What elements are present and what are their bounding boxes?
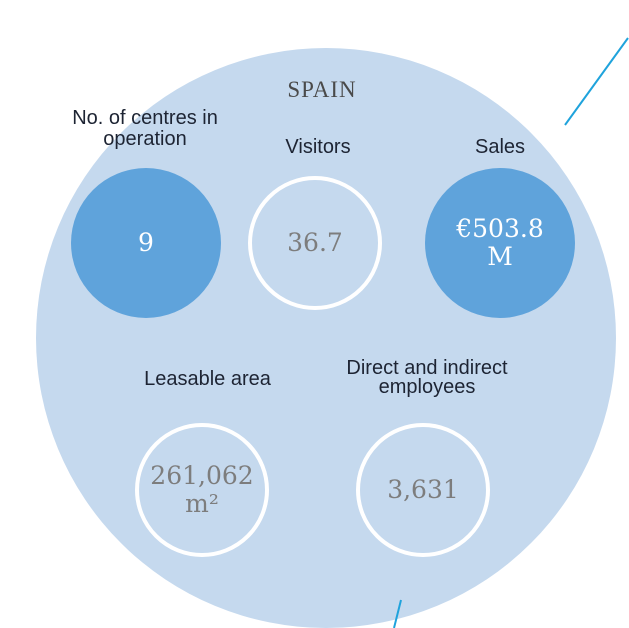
stat-circle: [135, 423, 269, 557]
stat-label: Leasable area: [144, 367, 271, 390]
stat-value: 261,062 m²: [150, 461, 254, 518]
stat-label: No. of centres in operation: [72, 107, 218, 150]
stat-value: 36.7: [287, 228, 343, 257]
stat-value: 9: [138, 228, 154, 257]
title: SPAIN: [287, 77, 357, 102]
stat-circle: [425, 168, 575, 318]
stat-circle: [71, 168, 221, 318]
stat-value: €503.8 M: [456, 214, 544, 271]
stat-value: 3,631: [387, 475, 459, 504]
stat-circle: [248, 176, 382, 310]
stat-circle: [356, 423, 490, 557]
stat-label: Visitors: [285, 135, 351, 158]
decor-line: [393, 599, 402, 628]
decor-line: [564, 37, 629, 126]
stat-label: Sales: [474, 135, 526, 158]
stat-label: Direct and indirect employees: [346, 357, 508, 398]
